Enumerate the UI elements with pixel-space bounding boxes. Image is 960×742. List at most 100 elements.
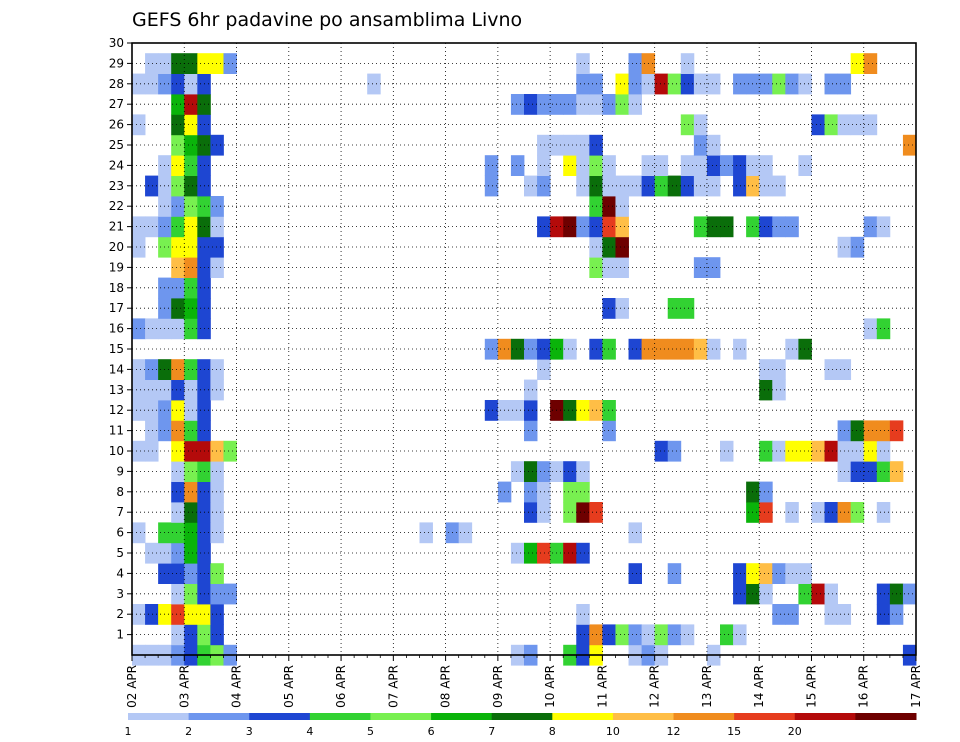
cell-m29-t53 xyxy=(824,73,838,95)
cell-m27-t53 xyxy=(824,114,838,136)
cell-m16-t38 xyxy=(628,338,642,360)
y-tick-label: 24 xyxy=(109,158,124,172)
cell-m5-t3 xyxy=(171,563,185,584)
cell-m25-t45 xyxy=(720,155,734,176)
cell-m11-t53 xyxy=(824,440,838,462)
y-tick-label: 23 xyxy=(109,179,124,193)
cell-m30-t55 xyxy=(850,53,865,74)
cell-m16-t44 xyxy=(706,338,721,360)
cell-m2-t46 xyxy=(733,624,747,646)
cell-m10-t4 xyxy=(184,461,198,482)
cell-m10-t55 xyxy=(850,461,865,482)
cell-m26-t31 xyxy=(537,134,551,156)
cell-m13-t4 xyxy=(184,400,198,421)
y-tick-label: 16 xyxy=(109,322,124,336)
cell-m15-t53 xyxy=(824,359,838,380)
cell-m22-t6 xyxy=(210,216,224,238)
cell-m3-t53 xyxy=(824,604,838,625)
colorbar-label: 5 xyxy=(367,725,374,738)
cell-m7-t38 xyxy=(628,522,642,544)
cell-m5-t49 xyxy=(772,563,786,584)
cell-m13-t0 xyxy=(132,400,146,421)
colorbar-label: 4 xyxy=(306,725,313,738)
x-tick-label: 12 APR xyxy=(648,665,662,708)
cell-m17-t56 xyxy=(863,318,878,340)
cell-m24-t1 xyxy=(145,175,159,197)
cell-m7-t0 xyxy=(132,522,146,544)
cell-m25-t34 xyxy=(576,155,590,176)
cell-m25-t31 xyxy=(537,155,551,176)
cell-m8-t31 xyxy=(537,502,551,523)
cell-m25-t29 xyxy=(510,155,525,176)
cell-m8-t33 xyxy=(563,502,577,523)
cell-m12-t4 xyxy=(184,420,198,442)
cell-m18-t3 xyxy=(171,298,185,319)
colorbar-swatch xyxy=(309,713,371,720)
cell-m28-t31 xyxy=(537,94,551,115)
y-tick-label: 28 xyxy=(109,77,124,91)
x-tick-label: 07 APR xyxy=(386,665,400,708)
y-tick-label: 11 xyxy=(109,424,124,438)
y-tick-label: 26 xyxy=(109,118,124,132)
cell-m23-t36 xyxy=(602,196,616,217)
cell-m17-t3 xyxy=(171,318,185,340)
cell-m4-t46 xyxy=(733,583,747,605)
cell-m14-t30 xyxy=(524,379,538,401)
cell-m26-t3 xyxy=(171,134,185,156)
cell-m21-t36 xyxy=(602,236,616,258)
cell-m14-t0 xyxy=(132,379,146,401)
cell-m25-t46 xyxy=(733,155,747,176)
cell-m22-t3 xyxy=(171,216,185,238)
y-tick-label: 14 xyxy=(109,362,124,376)
cell-m3-t34 xyxy=(576,604,590,625)
cell-m25-t36 xyxy=(602,155,616,176)
y-tick-label: 2 xyxy=(116,607,124,621)
cell-m27-t3 xyxy=(171,114,185,136)
cell-m21-t0 xyxy=(132,236,146,258)
cell-m23-t6 xyxy=(210,196,224,217)
cell-m5-t6 xyxy=(210,563,224,584)
cell-m4-t57 xyxy=(876,583,891,605)
cell-m24-t46 xyxy=(733,175,747,197)
cell-m14-t3 xyxy=(171,379,185,401)
cell-m3-t6 xyxy=(210,604,224,625)
cell-m30-t38 xyxy=(628,53,642,74)
colorbar-label: 15 xyxy=(727,725,741,738)
cell-m21-t37 xyxy=(615,236,629,258)
cell-m9-t48 xyxy=(759,481,773,503)
cell-m2-t4 xyxy=(184,624,198,646)
cell-m11-t45 xyxy=(720,440,734,462)
cell-m7-t4 xyxy=(184,522,198,544)
cell-m24-t44 xyxy=(706,175,721,197)
cell-m9-t33 xyxy=(563,481,577,503)
x-tick-label: 11 APR xyxy=(595,665,609,708)
colorbar-label: 8 xyxy=(549,725,556,738)
cell-m26-t44 xyxy=(706,134,721,156)
x-tick-label: 06 APR xyxy=(334,665,348,708)
cell-m5-t48 xyxy=(759,563,773,584)
cell-m14-t1 xyxy=(145,379,159,401)
cell-m21-t6 xyxy=(210,236,224,258)
cell-m8-t53 xyxy=(824,502,838,523)
cell-m29-t1 xyxy=(145,73,159,95)
colorbar-swatch xyxy=(734,713,796,720)
cell-m24-t40 xyxy=(654,175,669,197)
cell-m29-t49 xyxy=(772,73,786,95)
cell-m30-t6 xyxy=(210,53,224,74)
cell-m21-t4 xyxy=(184,236,198,258)
cell-m16-t33 xyxy=(563,338,577,360)
cell-m2-t34 xyxy=(576,624,590,646)
cell-m25-t33 xyxy=(563,155,577,176)
cell-m9-t30 xyxy=(524,481,538,503)
colorbar-swatch xyxy=(128,713,190,720)
cell-m21-t3 xyxy=(171,236,185,258)
cell-m8-t6 xyxy=(210,502,224,523)
cell-m11-t6 xyxy=(210,440,224,462)
cell-m29-t51 xyxy=(798,73,812,95)
cell-m14-t49 xyxy=(772,379,786,401)
cell-m25-t48 xyxy=(759,155,773,176)
cell-m24-t42 xyxy=(680,175,695,197)
cell-m25-t4 xyxy=(184,155,198,176)
cell-m29-t34 xyxy=(576,73,590,95)
cell-m24-t34 xyxy=(576,175,590,197)
